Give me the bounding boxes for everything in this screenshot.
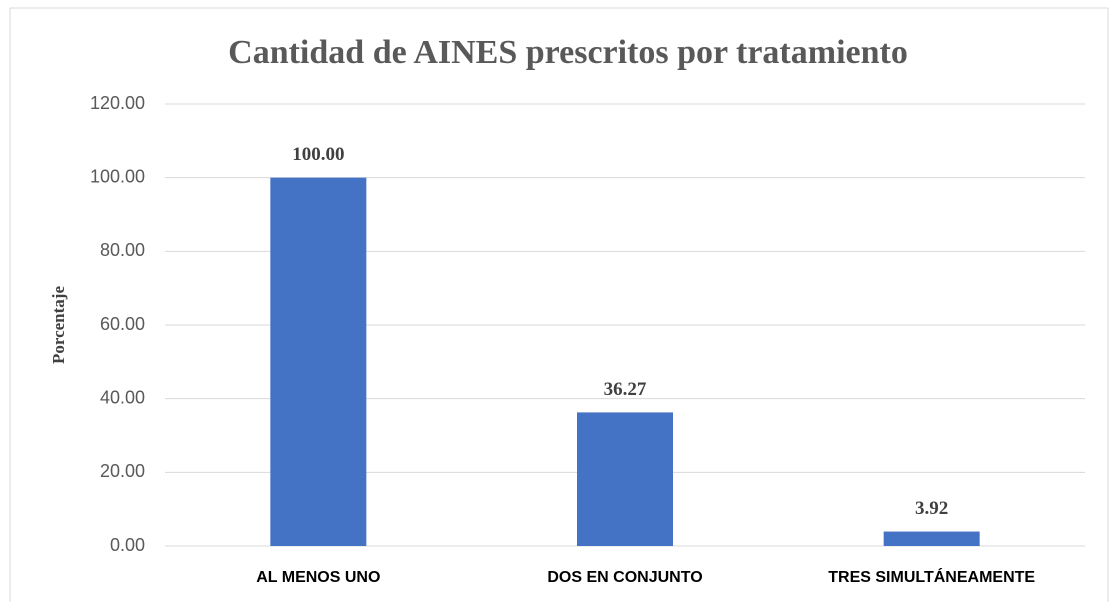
value-label: 3.92 [915, 498, 948, 519]
bar [270, 177, 367, 546]
value-label: 100.00 [292, 144, 344, 165]
y-tick-label: 40.00 [100, 387, 145, 407]
y-tick-label: 60.00 [100, 314, 145, 334]
value-label: 36.27 [604, 379, 647, 400]
y-tick-label: 20.00 [100, 461, 145, 481]
x-tick-label: DOS EN CONJUNTO [547, 569, 702, 586]
y-tick-label: 100.00 [90, 166, 145, 186]
chart-title: Cantidad de AINES prescritos por tratami… [228, 34, 908, 71]
x-tick-label: AL MENOS UNO [256, 569, 380, 586]
y-axis-label: Porcentaje [49, 286, 68, 364]
x-tick-label: TRES SIMULTÁNEAMENTE [828, 567, 1035, 586]
chart-border [9, 7, 1109, 602]
y-tick-label: 80.00 [100, 240, 145, 260]
bar [577, 412, 673, 546]
y-tick-label: 120.00 [90, 93, 145, 113]
bar [883, 531, 980, 546]
y-tick-label: 0.00 [110, 535, 145, 555]
